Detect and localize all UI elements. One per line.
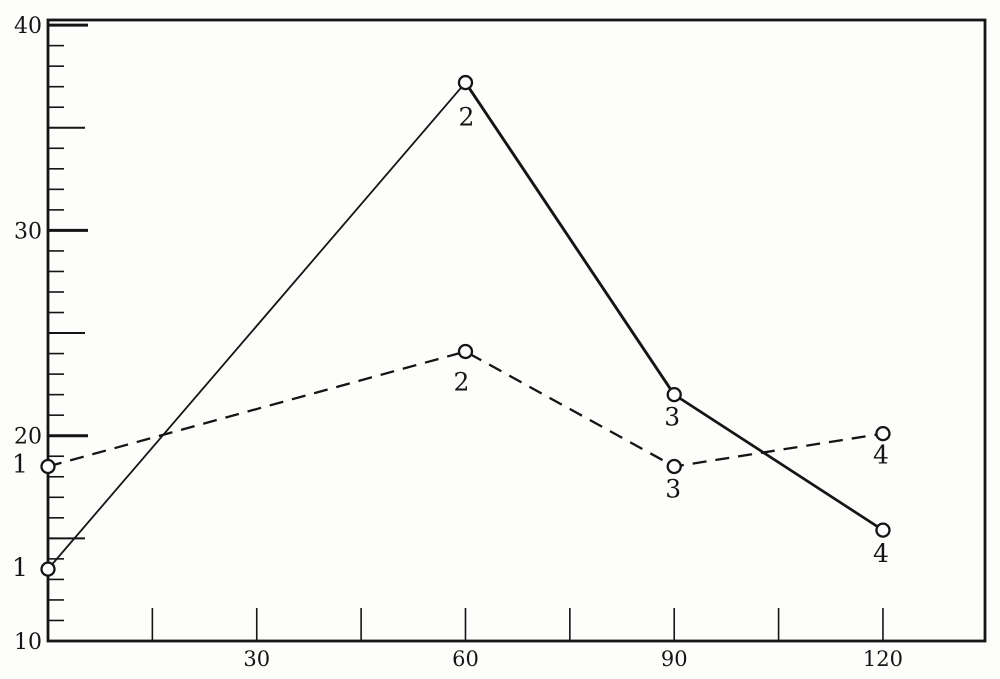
dashed-line-series-point-label: 4 bbox=[873, 441, 889, 470]
dashed-line-series-point-label: 3 bbox=[665, 474, 681, 503]
dashed-line-series-marker bbox=[40, 458, 56, 475]
solid-line-series-segment bbox=[464, 81, 676, 397]
x-axis-tick-label: 60 bbox=[452, 647, 479, 671]
dashed-line-series-point-label: 1 bbox=[12, 449, 28, 478]
solid-line-series-point-label: 1 bbox=[12, 553, 28, 582]
y-axis-tick-label: 40 bbox=[14, 14, 42, 39]
solid-line-series-point-label: 2 bbox=[459, 103, 475, 132]
solid-line-series-segment bbox=[47, 81, 467, 571]
dashed-line-series-marker bbox=[875, 425, 891, 442]
x-axis-tick-label: 120 bbox=[863, 647, 903, 671]
solid-line-series-point-label: 4 bbox=[873, 539, 889, 568]
x-axis-tick-label: 30 bbox=[243, 647, 270, 671]
dashed-line-series-path bbox=[47, 350, 884, 468]
y-axis-tick-label: 30 bbox=[14, 219, 42, 244]
solid-line-series-marker bbox=[875, 522, 891, 538]
dashed-line-series-marker bbox=[457, 343, 474, 360]
plot-border bbox=[46, 18, 987, 643]
solid-line-series-marker bbox=[457, 74, 474, 91]
solid-line-series-marker bbox=[666, 386, 682, 403]
y-axis-tick-label: 20 bbox=[14, 425, 42, 450]
dashed-line-series-marker bbox=[666, 458, 682, 475]
solid-line-series-segment bbox=[672, 393, 885, 532]
y-axis-tick-label: 10 bbox=[14, 630, 42, 655]
solid-line-series-marker bbox=[40, 561, 56, 577]
dashed-line-series-point-label: 2 bbox=[454, 368, 470, 397]
solid-line-series-point-label: 3 bbox=[664, 403, 680, 432]
x-axis-tick-label: 90 bbox=[661, 647, 688, 671]
